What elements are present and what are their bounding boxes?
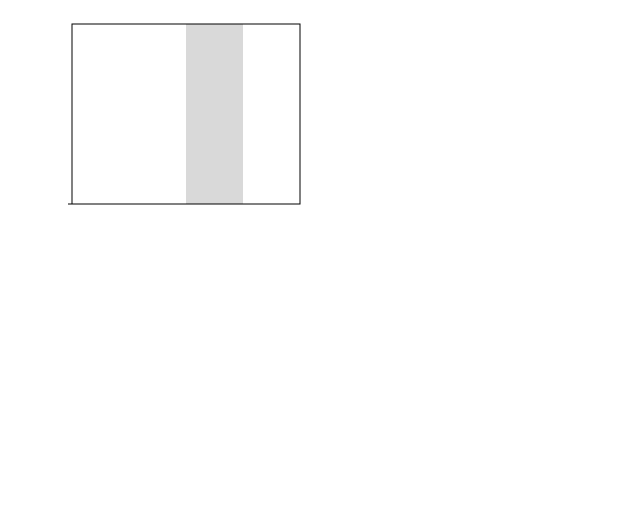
shaded-interval <box>186 24 243 204</box>
